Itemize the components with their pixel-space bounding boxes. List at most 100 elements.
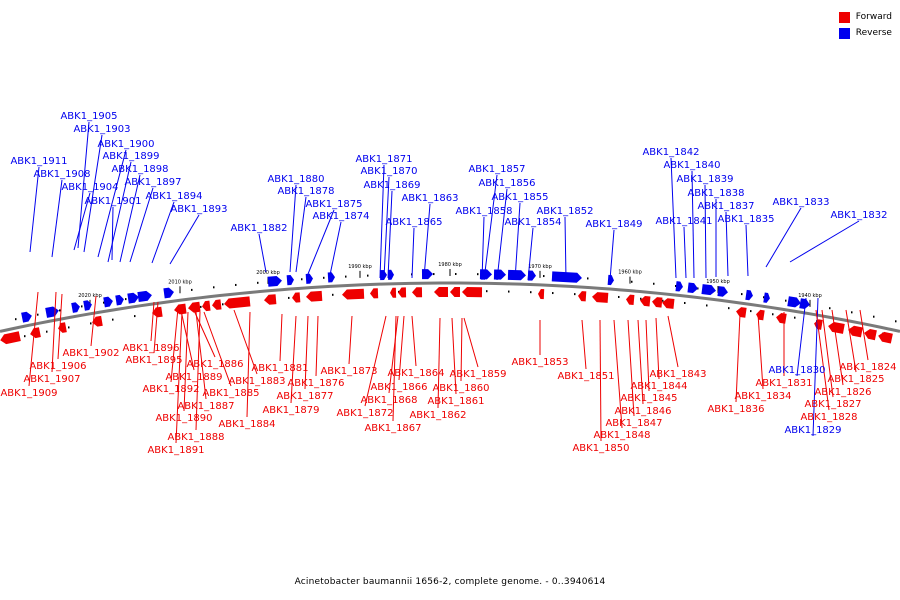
reverse-gene-block[interactable]: [479, 269, 492, 280]
reverse-gene-label[interactable]: ABK1_1835: [717, 214, 774, 225]
forward-gene-label[interactable]: ABK1_1861: [427, 396, 484, 407]
forward-gene-label[interactable]: ABK1_1848: [593, 430, 650, 441]
forward-gene-label[interactable]: ABK1_1891: [147, 445, 204, 456]
forward-gene-block[interactable]: [626, 294, 635, 306]
forward-gene-label[interactable]: ABK1_1824: [839, 362, 896, 373]
forward-gene-label[interactable]: ABK1_1873: [320, 366, 377, 377]
forward-gene-label[interactable]: ABK1_1847: [605, 418, 662, 429]
forward-gene-block[interactable]: [173, 303, 187, 315]
reverse-gene-label[interactable]: ABK1_1863: [401, 193, 458, 204]
reverse-gene-block[interactable]: [799, 298, 811, 310]
forward-gene-block[interactable]: [29, 327, 41, 339]
reverse-gene-block[interactable]: [675, 281, 683, 292]
reverse-gene-label[interactable]: ABK1_1839: [676, 174, 733, 185]
reverse-gene-block[interactable]: [379, 269, 387, 281]
reverse-gene-block[interactable]: [137, 290, 152, 303]
forward-gene-block[interactable]: [57, 322, 67, 333]
reverse-gene-label[interactable]: ABK1_1870: [360, 166, 417, 177]
forward-gene-block[interactable]: [877, 331, 893, 344]
reverse-gene-label[interactable]: ABK1_1856: [478, 178, 535, 189]
forward-gene-label[interactable]: ABK1_1887: [177, 401, 234, 412]
forward-gene-label[interactable]: ABK1_1843: [649, 369, 706, 380]
reverse-gene-block[interactable]: [163, 287, 174, 299]
reverse-gene-label[interactable]: ABK1_1874: [312, 211, 369, 222]
forward-gene-block[interactable]: [735, 306, 747, 318]
reverse-gene-block[interactable]: [717, 286, 728, 297]
forward-gene-block[interactable]: [342, 288, 365, 300]
forward-gene-block[interactable]: [187, 301, 201, 313]
reverse-gene-block[interactable]: [787, 296, 801, 308]
forward-gene-block[interactable]: [264, 294, 277, 305]
reverse-gene-block[interactable]: [127, 292, 139, 304]
reverse-gene-label[interactable]: ABK1_1894: [145, 191, 202, 202]
forward-gene-label[interactable]: ABK1_1895: [125, 355, 182, 366]
reverse-gene-block[interactable]: [763, 292, 770, 304]
reverse-gene-block[interactable]: [527, 270, 536, 281]
reverse-gene-label[interactable]: ABK1_1842: [642, 147, 699, 158]
forward-gene-block[interactable]: [292, 292, 301, 303]
reverse-gene-block[interactable]: [115, 294, 124, 306]
forward-gene-label[interactable]: ABK1_1892: [142, 384, 199, 395]
forward-gene-block[interactable]: [390, 287, 397, 298]
reverse-gene-block[interactable]: [305, 273, 314, 284]
reverse-gene-label[interactable]: ABK1_1908: [33, 169, 90, 180]
legend-reverse[interactable]: Reverse: [838, 25, 892, 41]
reverse-gene-block[interactable]: [745, 289, 753, 301]
forward-gene-label[interactable]: ABK1_1828: [800, 412, 857, 423]
forward-gene-block[interactable]: [91, 315, 103, 328]
reverse-gene-block[interactable]: [551, 271, 583, 283]
reverse-gene-block[interactable]: [701, 284, 716, 296]
forward-gene-block[interactable]: [640, 295, 651, 307]
forward-gene-label[interactable]: ABK1_1867: [364, 423, 421, 434]
reverse-gene-label[interactable]: ABK1_1898: [111, 164, 168, 175]
reverse-gene-label[interactable]: ABK1_1858: [455, 206, 512, 217]
forward-gene-label[interactable]: ABK1_1906: [29, 361, 86, 372]
reverse-gene-label[interactable]: ABK1_1875: [305, 199, 362, 210]
forward-gene-label[interactable]: ABK1_1845: [620, 393, 677, 404]
reverse-gene-label[interactable]: ABK1_1905: [60, 111, 117, 122]
forward-gene-label[interactable]: ABK1_1862: [409, 410, 466, 421]
forward-gene-label[interactable]: ABK1_1826: [814, 387, 871, 398]
forward-gene-label[interactable]: ABK1_1850: [572, 443, 629, 454]
reverse-gene-label[interactable]: ABK1_1852: [536, 206, 593, 217]
forward-gene-label[interactable]: ABK1_1890: [155, 413, 212, 424]
reverse-gene-label[interactable]: ABK1_1869: [363, 180, 420, 191]
reverse-gene-label[interactable]: ABK1_1903: [73, 124, 130, 135]
forward-gene-block[interactable]: [211, 299, 222, 310]
forward-gene-label[interactable]: ABK1_1825: [827, 374, 884, 385]
forward-gene-label[interactable]: ABK1_1881: [251, 363, 308, 374]
reverse-gene-block[interactable]: [387, 269, 394, 280]
reverse-gene-label[interactable]: ABK1_1840: [663, 160, 720, 171]
forward-gene-label[interactable]: ABK1_1885: [202, 388, 259, 399]
reverse-gene-label[interactable]: ABK1_1901: [84, 196, 141, 207]
forward-gene-label[interactable]: ABK1_1827: [804, 399, 861, 410]
forward-gene-label[interactable]: ABK1_1864: [387, 368, 444, 379]
forward-gene-block[interactable]: [370, 288, 379, 299]
forward-gene-block[interactable]: [450, 286, 461, 298]
reverse-gene-block[interactable]: [493, 269, 506, 280]
reverse-gene-block[interactable]: [45, 306, 60, 318]
reverse-gene-label[interactable]: ABK1_1878: [277, 186, 334, 197]
reverse-gene-label[interactable]: ABK1_1855: [491, 192, 548, 203]
forward-gene-block[interactable]: [775, 312, 787, 324]
forward-gene-label[interactable]: ABK1_1851: [557, 371, 614, 382]
forward-gene-label[interactable]: ABK1_1831: [755, 378, 812, 389]
reverse-gene-label[interactable]: ABK1_1871: [355, 154, 412, 165]
forward-gene-block[interactable]: [813, 319, 823, 330]
reverse-gene-label[interactable]: ABK1_1849: [585, 219, 642, 230]
forward-gene-block[interactable]: [863, 328, 877, 341]
forward-gene-block[interactable]: [592, 292, 609, 303]
reverse-gene-label[interactable]: ABK1_1832: [830, 210, 887, 221]
reverse-gene-label[interactable]: ABK1_1865: [385, 217, 442, 228]
reverse-gene-block[interactable]: [83, 300, 93, 311]
forward-gene-block[interactable]: [847, 325, 863, 338]
reverse-gene-label[interactable]: ABK1_1904: [61, 182, 118, 193]
reverse-gene-block[interactable]: [286, 274, 295, 286]
reverse-gene-label[interactable]: ABK1_1829: [784, 425, 841, 436]
forward-gene-label[interactable]: ABK1_1872: [336, 408, 393, 419]
reverse-gene-label[interactable]: ABK1_1841: [655, 216, 712, 227]
reverse-gene-label[interactable]: ABK1_1857: [468, 164, 525, 175]
legend-forward[interactable]: Forward: [838, 9, 892, 25]
reverse-gene-block[interactable]: [21, 311, 33, 323]
reverse-gene-block[interactable]: [71, 302, 81, 313]
